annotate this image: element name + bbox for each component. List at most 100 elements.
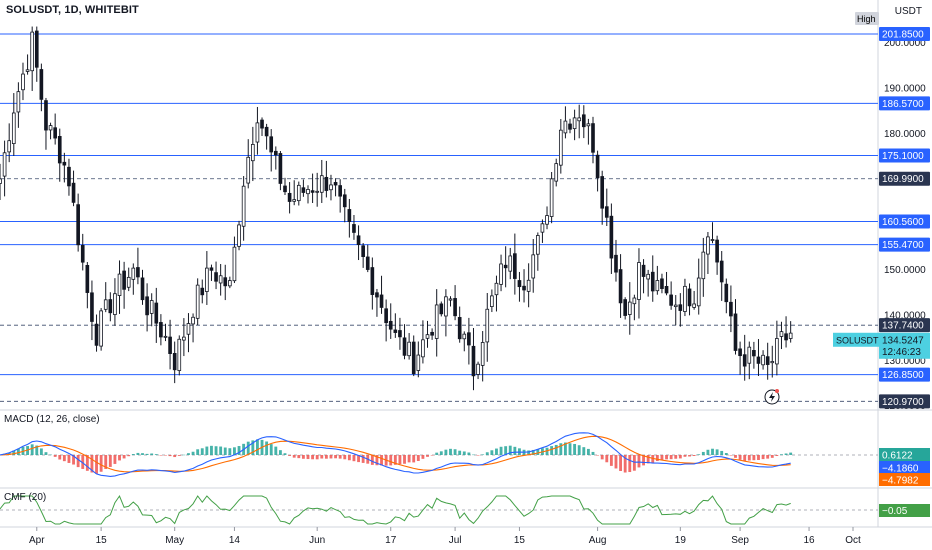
candle-body xyxy=(660,278,664,289)
macd-hist-bar xyxy=(306,455,310,460)
candle-body xyxy=(411,341,416,375)
candle-body xyxy=(11,112,16,145)
last-price-label: 134.5247 xyxy=(882,335,924,346)
cmf-value-badge xyxy=(879,504,930,517)
time-tick-label: Aug xyxy=(589,535,607,546)
macd-hist-bar xyxy=(449,448,452,455)
candle-body xyxy=(241,185,246,227)
candle-body xyxy=(508,255,513,272)
candle-body xyxy=(80,245,85,263)
cmf-value-label: −0.05 xyxy=(882,506,908,517)
time-tick-label: Jun xyxy=(309,535,325,546)
candle-body xyxy=(568,123,572,130)
cmf-label[interactable]: CMF (20) xyxy=(4,492,47,503)
candle-body xyxy=(324,176,329,191)
candle-body xyxy=(223,277,228,287)
macd-hist-bar xyxy=(692,455,696,456)
candle-body xyxy=(177,338,182,371)
chart-title: SOLUSDT, 1D, WHITEBIT xyxy=(6,4,139,16)
macd-hist-bar xyxy=(481,454,485,455)
candle-body xyxy=(149,300,154,314)
candle-body xyxy=(701,251,706,280)
macd-hist-bar xyxy=(416,455,420,461)
candle-body xyxy=(0,178,2,184)
last-price-countdown: 12:46:23 xyxy=(882,347,921,358)
macd-hist-bar xyxy=(375,455,379,466)
macd-hist-bar xyxy=(72,455,75,465)
macd-hist-bar xyxy=(159,455,163,456)
macd-hist-bar xyxy=(210,445,213,455)
macd-hist-bar xyxy=(646,455,650,464)
macd-hist-bar xyxy=(563,442,567,455)
last-symbol-badge xyxy=(833,332,879,347)
candle-body xyxy=(710,239,715,241)
candle-body xyxy=(715,239,719,263)
candle-body xyxy=(53,127,57,139)
currency-label[interactable]: USDT xyxy=(894,6,922,17)
macd-hist-bar xyxy=(177,455,181,456)
macd-hist-bar xyxy=(12,450,16,455)
macd-hist-bar xyxy=(288,455,292,456)
time-tick-label: Oct xyxy=(845,535,861,546)
candle-body xyxy=(471,345,476,377)
macd-hist-bar xyxy=(655,455,659,462)
macd-hist-bar xyxy=(669,455,673,460)
candle-body xyxy=(228,280,232,287)
candle-body xyxy=(784,333,788,341)
high-badge-label: High xyxy=(857,14,876,24)
macd-hist-bar xyxy=(361,455,365,463)
candle-body xyxy=(572,117,577,130)
alert-dot xyxy=(775,389,779,393)
candle-body xyxy=(581,114,586,128)
candle-body xyxy=(140,277,145,301)
macd-hist-bar xyxy=(141,453,144,455)
candle-body xyxy=(673,304,678,308)
candle-body xyxy=(333,182,338,186)
level-price-badge xyxy=(879,171,930,186)
candle-body xyxy=(706,236,710,255)
candle-body xyxy=(296,184,301,202)
candle-body xyxy=(182,336,186,341)
macd-hist-bar xyxy=(81,455,85,469)
macd-hist-bar xyxy=(320,455,324,459)
candle-body xyxy=(756,356,761,364)
macd-hist-bar xyxy=(53,455,57,457)
macd-hist-bar xyxy=(568,443,572,455)
macd-hist-bar xyxy=(678,455,682,459)
macd-hist-bar xyxy=(246,441,250,455)
macd-hist-bar xyxy=(297,455,301,459)
candle-body xyxy=(577,117,582,122)
macd-hist-bar xyxy=(292,455,296,458)
macd-hist-bar xyxy=(398,455,402,465)
candle-body xyxy=(292,199,297,202)
macd-hist-bar xyxy=(168,455,172,457)
macd-hist-bar xyxy=(775,455,779,456)
candle-body xyxy=(246,156,251,184)
macd-value-badge xyxy=(879,473,930,486)
candle-body xyxy=(448,298,453,301)
candle-body xyxy=(627,301,632,315)
candle-body xyxy=(310,190,315,193)
macd-hist-bar xyxy=(76,455,80,468)
candle-body xyxy=(453,298,457,317)
macd-hist-bar xyxy=(343,455,347,460)
macd-signal-line xyxy=(0,435,791,473)
candle-body xyxy=(34,30,39,68)
macd-hist-bar xyxy=(393,455,397,465)
macd-hist-bar xyxy=(757,455,760,460)
candle-body xyxy=(733,313,738,351)
candle-body xyxy=(260,119,264,129)
candle-body xyxy=(669,294,673,306)
candle-body xyxy=(683,285,687,312)
macd-hist-bar xyxy=(58,455,62,460)
candle-body xyxy=(494,282,499,296)
candle-body xyxy=(522,285,526,291)
macd-label[interactable]: MACD (12, 26, close) xyxy=(4,414,100,425)
macd-hist-bar xyxy=(412,455,416,463)
macd-hist-bar xyxy=(747,455,751,461)
macd-hist-bar xyxy=(490,450,494,455)
levels-layer xyxy=(0,33,878,402)
macd-hist-bar xyxy=(577,445,581,455)
macd-hist-bar xyxy=(233,447,236,455)
